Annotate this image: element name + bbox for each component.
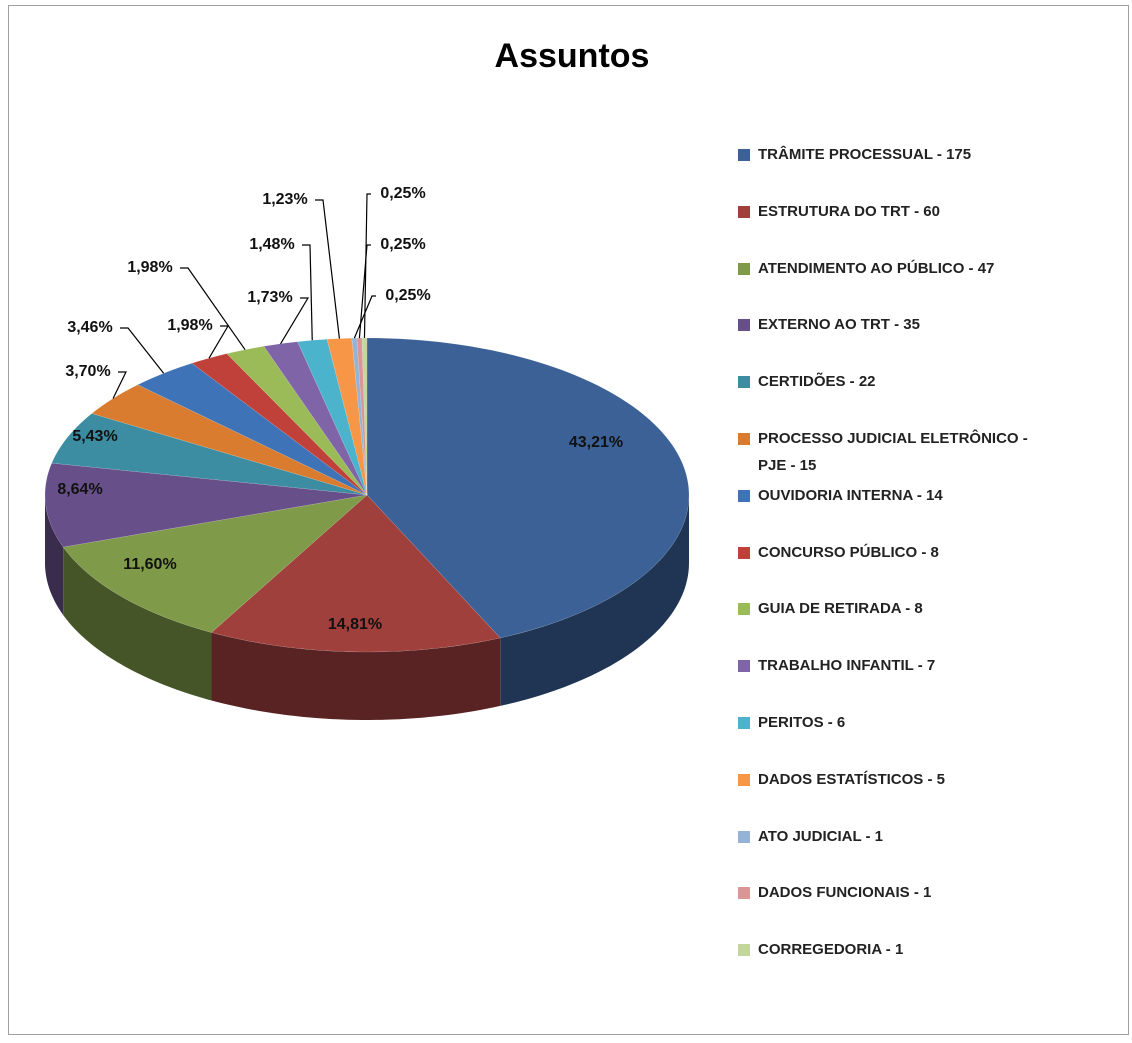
legend-item: CORREGEDORIA - 1 <box>738 936 1058 963</box>
data-label: 1,73% <box>247 289 292 306</box>
legend-swatch <box>738 887 750 900</box>
legend-label: DADOS FUNCIONAIS - 1 <box>758 884 932 902</box>
leader-line <box>358 244 371 339</box>
legend-swatch <box>738 262 750 275</box>
data-label: 0,25% <box>380 236 425 253</box>
legend-item: PROCESSO JUDICIAL ELETRÔNICO - PJE - 15 <box>738 425 1058 479</box>
legend-label: PROCESSO JUDICIAL ELETRÔNICO - PJE - 15 <box>758 430 1028 474</box>
legend-item: DADOS FUNCIONAIS - 1 <box>738 879 1058 906</box>
data-label: 1,98% <box>127 259 172 276</box>
legend-swatch <box>738 319 750 332</box>
legend-swatch <box>738 546 750 559</box>
legend-item: EXTERNO AO TRT - 35 <box>738 311 1058 338</box>
legend-label: ATO JUDICIAL - 1 <box>758 827 884 845</box>
slice <box>263 341 368 496</box>
legend-label: GUIA DE RETIRADA - 8 <box>758 600 923 618</box>
legend-swatch <box>738 944 750 957</box>
data-label: 0,25% <box>385 287 430 304</box>
leader-line <box>280 297 310 345</box>
legend-label: CONCURSO PÚBLICO - 8 <box>758 543 939 561</box>
slice <box>226 346 368 496</box>
leader-line <box>363 193 371 339</box>
legend-swatch <box>738 660 750 673</box>
data-label: 1,23% <box>262 191 307 208</box>
legend-swatch <box>738 717 750 729</box>
legend-label: TRABALHO INFANTIL - 7 <box>758 657 936 675</box>
legend-label: ESTRUTURA DO TRT - 60 <box>758 202 940 220</box>
slice <box>191 353 368 496</box>
legend-swatch <box>738 603 750 616</box>
legend-item: DADOS ESTATÍSTICOS - 5 <box>738 766 1058 793</box>
legend-label: CORREGEDORIA - 1 <box>758 941 904 959</box>
slice-tops <box>44 337 690 653</box>
slice <box>366 337 690 639</box>
legend-item: ESTRUTURA DO TRT - 60 <box>738 198 1058 225</box>
chart-border <box>8 5 1129 1035</box>
chart-title: Assuntos <box>495 37 650 75</box>
data-label: 3,70% <box>65 363 110 380</box>
data-label: 0,25% <box>380 185 425 202</box>
slice <box>51 413 368 496</box>
legend-swatch <box>738 433 750 445</box>
legend-item: ATENDIMENTO AO PÚBLICO - 47 <box>738 255 1058 282</box>
data-label: 1,48% <box>249 236 294 253</box>
legend-item: TRÂMITE PROCESSUAL - 175 <box>738 141 1058 168</box>
data-label: 14,81% <box>328 616 382 633</box>
slice-side <box>211 632 501 720</box>
legend-item: TRABALHO INFANTIL - 7 <box>738 652 1058 679</box>
data-label: 1,98% <box>167 317 212 334</box>
slice <box>361 337 368 496</box>
data-label: 5,43% <box>72 428 117 445</box>
legend-label: PERITOS - 6 <box>758 714 846 731</box>
leader-line <box>120 327 165 374</box>
legend-swatch <box>738 830 750 843</box>
legend-label: CERTIDÕES - 22 <box>758 373 876 391</box>
legend-label: OUVIDORIA INTERNA - 14 <box>758 486 943 504</box>
slice-side <box>500 495 689 706</box>
legend-item: GUIA DE RETIRADA - 8 <box>738 595 1058 622</box>
leader-line <box>302 244 313 341</box>
data-label: 43,21% <box>569 434 623 451</box>
leader-line <box>315 199 341 339</box>
legend-item: PERITOS - 6 <box>738 709 1058 736</box>
data-label: 11,60% <box>123 556 176 573</box>
data-label: 3,46% <box>67 319 112 336</box>
legend-swatch <box>738 773 750 786</box>
legend-item: CONCURSO PÚBLICO - 8 <box>738 539 1058 566</box>
legend-swatch <box>738 489 750 502</box>
slice-side <box>45 495 64 616</box>
legend-label: ATENDIMENTO AO PÚBLICO - 47 <box>758 259 995 277</box>
legend-item: ATO JUDICIAL - 1 <box>738 823 1058 850</box>
leader-line <box>180 267 246 351</box>
legend-item: OUVIDORIA INTERNA - 14 <box>738 482 1058 509</box>
leader-line <box>112 371 127 399</box>
slice <box>137 362 368 496</box>
data-label: 8,64% <box>57 481 102 498</box>
legend-label: EXTERNO AO TRT - 35 <box>758 316 920 334</box>
legend-swatch <box>738 149 750 161</box>
slice <box>62 494 368 633</box>
slice-sides <box>45 495 689 720</box>
legend-swatch <box>738 205 750 218</box>
legend-label: DADOS ESTATÍSTICOS - 5 <box>758 770 945 788</box>
legend-swatch <box>738 376 750 389</box>
slice <box>356 337 368 496</box>
slice-side <box>63 547 212 701</box>
slice <box>211 494 501 653</box>
slice <box>44 462 368 548</box>
legend-label: TRÂMITE PROCESSUAL - 175 <box>758 146 972 163</box>
legend-item: CERTIDÕES - 22 <box>738 368 1058 395</box>
